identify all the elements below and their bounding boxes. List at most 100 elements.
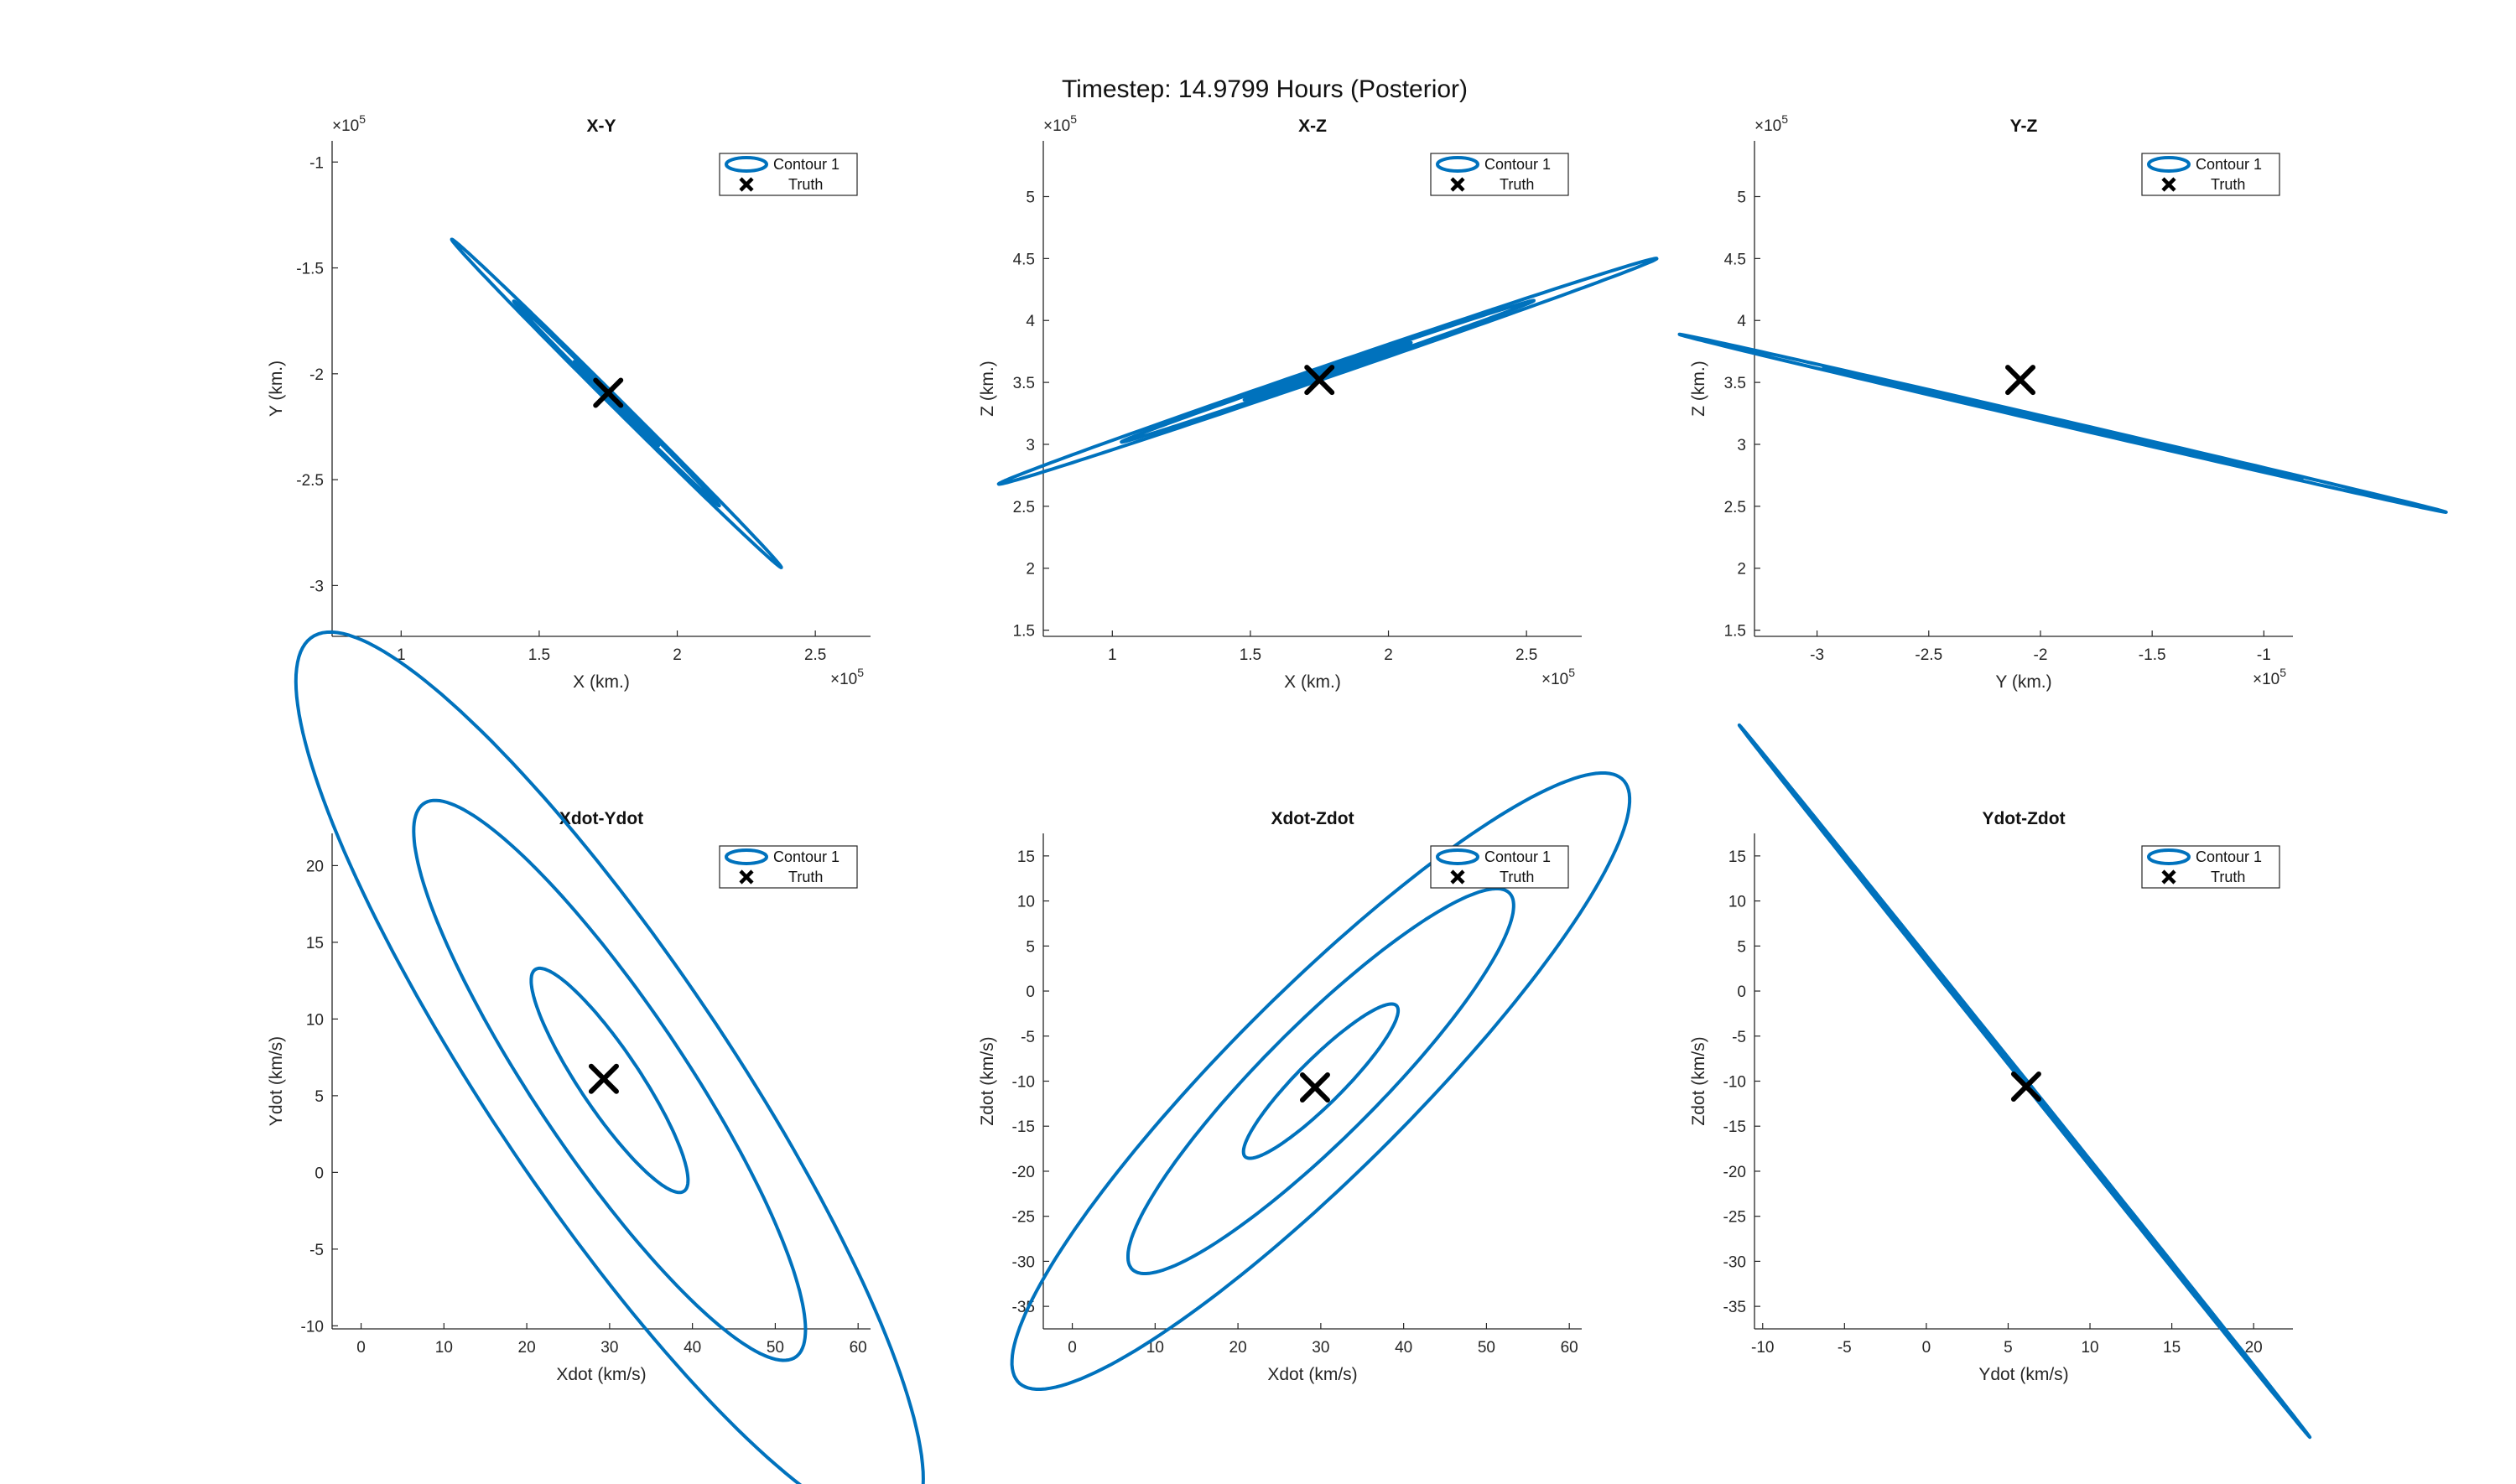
x-tick-label: 0 (1922, 1339, 1931, 1357)
y-tick-label: 10 (1017, 894, 1035, 911)
x-tick-label: -3 (1810, 646, 1824, 664)
legend-truth-label: Truth (1500, 176, 1534, 193)
legend-truth-icon (739, 869, 754, 885)
x-exponent-label: ×105 (830, 666, 864, 688)
subplot-title: Xdot-Zdot (1271, 809, 1354, 828)
x-tick-label: 0 (356, 1339, 366, 1357)
y-tick-label: -30 (1012, 1253, 1035, 1271)
y-tick-label: 0 (1737, 983, 1746, 1001)
x-tick-label: 10 (1146, 1339, 1164, 1357)
legend: Contour 1 Truth (2141, 845, 2280, 889)
y-tick-label: -20 (1723, 1164, 1746, 1181)
y-tick-label: -1 (309, 154, 324, 172)
y-tick-label: 1.5 (1013, 623, 1035, 641)
contour-series (1677, 332, 2448, 514)
legend-truth-icon (739, 177, 754, 192)
truth-marker (1304, 365, 1335, 396)
subplot-title: Ydot-Zdot (1982, 809, 2065, 828)
x-tick-label: 0 (1068, 1339, 1077, 1357)
contour-series (294, 630, 925, 1484)
legend: Contour 1 Truth (2141, 153, 2280, 196)
y-axis-label: Ydot (km/s) (267, 1036, 286, 1126)
truth-marker-stroke (1299, 1072, 1330, 1103)
legend-box (719, 153, 858, 196)
x-tick-label: -5 (1838, 1339, 1852, 1357)
contour-series (996, 257, 1659, 486)
legend-truth-icon (1450, 869, 1465, 885)
legend-truth-label: Truth (788, 869, 823, 885)
y-tick-label: 5 (314, 1088, 324, 1106)
x-tick-label: 2 (673, 646, 682, 664)
legend-box (1430, 153, 1569, 196)
subplot-title: Y-Z (2010, 117, 2038, 136)
y-axis-label: Z (km.) (1689, 361, 1708, 416)
y-tick-label: -30 (1723, 1253, 1746, 1271)
y-tick-label: -15 (1012, 1118, 1035, 1136)
legend-truth-label: Truth (2211, 869, 2245, 885)
x-tick-label: 15 (2163, 1339, 2181, 1357)
y-tick-label: 10 (1728, 894, 1746, 911)
y-tick-label: 0 (314, 1165, 324, 1182)
contour-series (450, 237, 783, 569)
y-tick-label: 5 (1026, 189, 1035, 206)
x-tick-label: -10 (1751, 1339, 1774, 1357)
contour-level (1964, 399, 2162, 448)
legend-truth-label: Truth (1500, 869, 1534, 885)
subplot-xdot-ydot: Xdot-Ydot 0 10 20 30 40 50 60 -10 -5 0 5 10 15 20 Xdot … (267, 630, 925, 1484)
y-axis-label: Zdot (km/s) (1689, 1036, 1708, 1125)
y-tick-label: 4.5 (1013, 251, 1035, 268)
x-tick-label: 2.5 (1515, 646, 1537, 664)
truth-marker (593, 377, 624, 408)
y-tick-label: -25 (1012, 1209, 1035, 1227)
legend-contour-label: Contour 1 (773, 848, 840, 865)
legend-contour-label: Contour 1 (1484, 156, 1551, 173)
y-tick-label: -2 (309, 366, 324, 384)
truth-marker-stroke (1304, 365, 1335, 396)
x-tick-label: 2.5 (804, 646, 826, 664)
truth-marker-stroke (2005, 365, 2036, 396)
truth-marker (2005, 365, 2036, 396)
x-tick-label: 20 (518, 1339, 536, 1357)
contour-level (512, 299, 721, 508)
contour-level (996, 257, 1659, 486)
x-tick-label: 2 (1384, 646, 1393, 664)
contour-level (1951, 990, 2098, 1172)
legend-truth-icon (1450, 177, 1465, 192)
y-tick-label: -15 (1723, 1118, 1746, 1136)
y-tick-label: -2.5 (296, 472, 324, 490)
y-axis-label: Y (km.) (267, 361, 286, 417)
subplot-ydot-zdot: Ydot-Zdot -10 -5 0 5 10 15 20 -35 -30 -25 -20 -15 -10… (1689, 723, 2312, 1440)
subplot-x-y: X-Y 1 1.5 2 2.5 -3 -2.5 -2 -1.5 -1 X (km.) Y (km.) ×… (267, 112, 871, 692)
y-tick-label: 3 (1737, 437, 1746, 454)
contour-level (412, 798, 808, 1362)
x-tick-label: 60 (1561, 1339, 1578, 1357)
x-axis-label: Xdot (km/s) (1267, 1365, 1357, 1384)
y-exponent-label: ×105 (1043, 112, 1077, 135)
subplot-title: Xdot-Ydot (559, 809, 643, 828)
x-axis-label: Ydot (km/s) (1978, 1365, 2068, 1384)
legend: Contour 1 Truth (1430, 845, 1569, 889)
figure-title: Timestep: 14.9799 Hours (Posterior) (1062, 75, 1468, 103)
legend-contour-icon (2147, 848, 2191, 865)
subplot-x-z: X-Z 1 1.5 2 2.5 1.5 2 2.5 3 3.5 4 4.5 5 X (km.) Z (km.… (978, 112, 1659, 692)
y-tick-label: 10 (306, 1011, 324, 1029)
truth-marker (588, 1063, 619, 1094)
x-axis-label: Y (km.) (1995, 672, 2051, 692)
truth-marker (1299, 1072, 1330, 1103)
y-tick-label: 1.5 (1724, 623, 1746, 641)
x-tick-label: -1 (2257, 646, 2271, 664)
y-tick-label: 5 (1737, 938, 1746, 956)
y-tick-label: 3 (1026, 437, 1035, 454)
legend: Contour 1 Truth (1430, 153, 1569, 196)
x-tick-label: 1.5 (1240, 646, 1261, 664)
contour-level (1126, 887, 1515, 1275)
x-tick-label: 50 (1478, 1339, 1495, 1357)
y-tick-label: 3.5 (1724, 375, 1746, 392)
contour-level (294, 630, 925, 1484)
y-tick-label: 2.5 (1013, 499, 1035, 516)
x-tick-label: -1.5 (2139, 646, 2166, 664)
y-tick-label: 15 (1728, 848, 1746, 866)
y-tick-label: -35 (1723, 1299, 1746, 1316)
